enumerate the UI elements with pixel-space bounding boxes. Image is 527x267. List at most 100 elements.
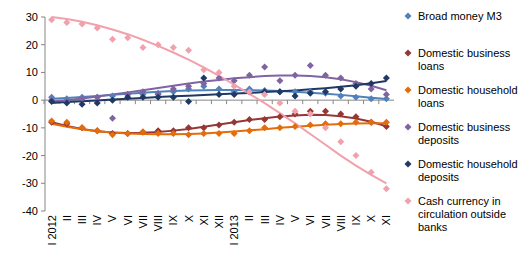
y-tick	[41, 155, 45, 156]
series-points	[48, 108, 390, 137]
data-point	[185, 47, 192, 54]
trend-line	[52, 17, 387, 183]
data-point	[337, 74, 344, 81]
data-point	[79, 20, 86, 27]
legend-label: Domestic businessloans	[418, 47, 511, 72]
x-tick-label: IV	[274, 214, 286, 225]
plot-area	[48, 16, 390, 192]
x-tick-label: VII	[320, 215, 332, 228]
x-tick-label: XI	[198, 215, 210, 225]
y-axis-line	[45, 17, 46, 211]
legend-label: Cash currency incirculation outsidebanks	[418, 195, 506, 233]
x-tick-label: II	[243, 215, 255, 221]
x-tick-label: V	[106, 214, 118, 222]
x-tick	[348, 100, 349, 104]
data-point	[246, 127, 253, 134]
data-point	[216, 91, 223, 98]
x-tick-label: III	[259, 215, 271, 224]
x-tick	[180, 100, 181, 104]
data-point	[170, 130, 177, 137]
data-point	[48, 117, 55, 124]
data-point	[246, 88, 253, 95]
x-tick-label: XI	[380, 215, 392, 225]
y-tick-label: 0	[32, 94, 38, 106]
y-tick-label: 10	[26, 66, 38, 78]
data-point	[109, 36, 116, 43]
y-tick	[41, 183, 45, 184]
legend-marker	[405, 124, 412, 131]
y-tick	[41, 72, 45, 73]
data-point	[276, 113, 283, 120]
x-tick-label: VI	[122, 215, 134, 225]
data-point	[322, 108, 329, 115]
data-point	[231, 130, 238, 137]
series-points	[48, 16, 390, 192]
x-tick-label: IX	[167, 214, 179, 225]
data-point	[292, 92, 299, 99]
x-tick	[378, 100, 379, 104]
y-axis: -40-30-20-100102030	[22, 11, 45, 217]
data-point	[276, 88, 283, 95]
data-point	[185, 98, 192, 105]
x-tick	[120, 100, 121, 104]
data-point	[383, 185, 390, 192]
data-point	[124, 34, 131, 41]
x-tick	[135, 100, 136, 104]
x-tick	[211, 100, 212, 104]
x-tick-label: VI	[304, 215, 316, 225]
series-points	[48, 74, 390, 107]
data-point	[276, 124, 283, 131]
data-point	[352, 119, 359, 126]
legend-label: Domestic householdloans	[418, 84, 518, 109]
data-point	[139, 94, 146, 101]
trend-line	[52, 90, 387, 99]
x-tick	[333, 100, 334, 104]
data-point	[94, 127, 101, 134]
x-tick-label: II	[61, 215, 73, 221]
data-point	[109, 97, 116, 104]
x-tick-label: VIII	[152, 215, 164, 232]
data-point	[368, 80, 375, 87]
data-point	[109, 131, 116, 138]
x-tick-label: IV	[91, 214, 103, 225]
data-point	[352, 94, 359, 101]
legend-marker	[405, 161, 412, 168]
data-point	[261, 116, 268, 123]
data-point	[124, 130, 131, 137]
x-tick	[165, 100, 166, 104]
series-points	[48, 117, 390, 138]
data-point	[261, 91, 268, 98]
data-point	[63, 119, 70, 126]
data-point	[170, 86, 177, 93]
x-tick	[44, 100, 45, 104]
data-point	[368, 119, 375, 126]
data-point	[170, 94, 177, 101]
data-point	[63, 19, 70, 26]
data-point	[155, 41, 162, 48]
data-point	[185, 131, 192, 138]
data-point	[322, 124, 329, 131]
data-point	[79, 124, 86, 131]
data-point	[139, 129, 146, 136]
data-point	[200, 66, 207, 73]
data-point	[216, 130, 223, 137]
x-tick	[196, 100, 197, 104]
x-tick-label: I 2013	[228, 215, 240, 246]
data-point	[322, 72, 329, 79]
x-tick	[363, 100, 364, 104]
legend-label: Domestic householddeposits	[418, 158, 518, 183]
x-tick-label: I 2012	[46, 215, 58, 246]
x-tick-label: VII	[137, 215, 149, 228]
data-point	[200, 130, 207, 137]
series-points	[48, 62, 390, 122]
data-point	[337, 111, 344, 118]
x-axis: I 2012IIIIIIVVVIVIIVIIIIXXXIXIII 2013III…	[44, 100, 394, 245]
y-tick-label: 30	[26, 11, 38, 23]
data-point	[383, 74, 390, 81]
legend-marker	[405, 87, 412, 94]
x-tick	[241, 100, 242, 104]
data-point	[246, 72, 253, 79]
data-point	[124, 130, 131, 137]
y-tick-label: -10	[22, 122, 38, 134]
data-point	[368, 169, 375, 176]
